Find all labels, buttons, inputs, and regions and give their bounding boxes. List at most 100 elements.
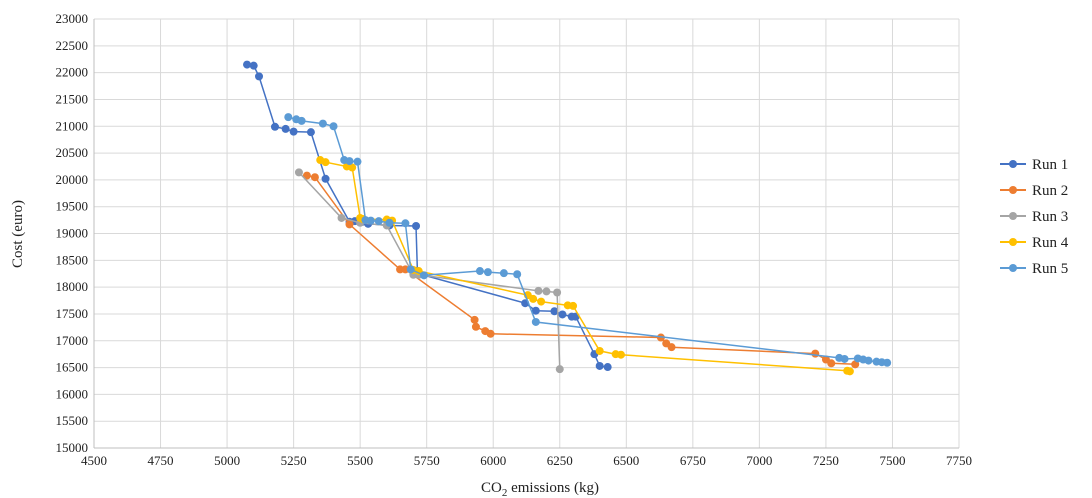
data-point	[595, 361, 604, 370]
axes: 4500 4750 5000 5250 5500 5750 6000 6250 6500 6750…	[56, 11, 973, 468]
y-tick-label: 21000	[56, 118, 89, 133]
series-2	[302, 171, 860, 369]
data-point	[412, 221, 421, 230]
data-point	[243, 60, 252, 69]
data-point	[302, 171, 311, 180]
data-point	[401, 219, 410, 228]
data-point	[321, 174, 330, 183]
data-point	[513, 270, 522, 279]
y-tick-label: 18500	[56, 252, 89, 267]
y-tick-label: 19500	[56, 199, 89, 214]
data-point	[483, 268, 492, 277]
legend-marker	[1009, 186, 1017, 194]
series-line	[288, 116, 888, 364]
legend-item: Run 4	[1000, 235, 1069, 251]
y-tick-label: 22000	[56, 65, 89, 80]
data-point	[595, 346, 604, 355]
y-tick-label: 20000	[56, 172, 89, 187]
y-tick-label: 15500	[56, 413, 89, 428]
data-point	[555, 365, 564, 374]
legend-item: Run 5	[1000, 261, 1068, 277]
y-tick-label: 16000	[56, 386, 89, 401]
series-group	[243, 60, 892, 376]
x-tick-label: 6250	[547, 453, 573, 468]
series-line	[246, 63, 608, 368]
y-axis-label: Cost (euro)	[10, 200, 26, 268]
data-point	[406, 265, 415, 274]
data-point	[345, 157, 354, 166]
data-point	[294, 168, 303, 177]
legend-label: Run 3	[1032, 209, 1068, 225]
data-point	[471, 322, 480, 331]
data-point	[616, 350, 625, 359]
data-point	[811, 349, 820, 358]
legend-label: Run 4	[1032, 235, 1069, 251]
data-point	[534, 286, 543, 295]
data-point	[321, 158, 330, 167]
legend-marker	[1009, 212, 1017, 220]
data-point	[249, 61, 258, 70]
data-point	[337, 213, 346, 222]
data-point	[318, 119, 327, 128]
x-tick-label: 6750	[680, 453, 706, 468]
data-point	[475, 267, 484, 276]
legend-label: Run 5	[1032, 261, 1068, 277]
x-axis-label: CO2 emissions (kg)	[481, 480, 599, 498]
data-point	[529, 294, 538, 303]
data-point	[374, 217, 383, 226]
y-tick-label: 19000	[56, 226, 89, 241]
y-tick-label: 17500	[56, 306, 89, 321]
series-3	[294, 168, 564, 374]
x-tick-label: 4750	[148, 453, 174, 468]
data-point	[270, 122, 279, 131]
data-point	[558, 310, 567, 319]
data-point	[499, 269, 508, 278]
data-point	[883, 358, 892, 367]
data-point	[366, 216, 375, 225]
legend-item: Run 2	[1000, 183, 1068, 199]
data-point	[569, 301, 578, 310]
data-point	[864, 356, 873, 365]
data-point	[284, 113, 293, 122]
data-point	[845, 367, 854, 376]
data-point	[306, 128, 315, 137]
data-point	[289, 127, 298, 136]
y-tick-label: 16500	[56, 360, 89, 375]
legend-marker	[1009, 238, 1017, 246]
y-tick-label: 15000	[56, 440, 89, 455]
y-tick-label: 21500	[56, 91, 89, 106]
data-point	[348, 163, 357, 172]
x-tick-label: 5000	[214, 453, 240, 468]
data-point	[353, 157, 362, 166]
x-tick-label: 6500	[613, 453, 639, 468]
data-point	[603, 363, 612, 372]
data-point	[542, 287, 551, 296]
grid	[93, 18, 960, 449]
data-point	[329, 122, 338, 131]
x-tick-label: 7000	[746, 453, 772, 468]
data-point	[667, 343, 676, 352]
x-tick-label: 4500	[81, 453, 107, 468]
data-point	[486, 329, 495, 338]
data-point	[531, 306, 540, 315]
series-line	[306, 174, 856, 366]
y-tick-label: 17000	[56, 333, 89, 348]
x-tick-label: 6000	[480, 453, 506, 468]
data-point	[553, 288, 562, 297]
legend-item: Run 1	[1000, 157, 1068, 173]
series-5	[284, 113, 892, 367]
x-tick-label: 7250	[813, 453, 839, 468]
legend-marker	[1009, 264, 1017, 272]
data-point	[537, 297, 546, 306]
series-4	[316, 156, 854, 376]
data-point	[470, 315, 479, 324]
data-point	[255, 72, 264, 81]
data-point	[297, 116, 306, 125]
x-tick-label: 7750	[946, 453, 972, 468]
x-tick-label: 5750	[414, 453, 440, 468]
data-point	[385, 218, 394, 227]
data-point	[827, 359, 836, 368]
data-point	[345, 220, 354, 229]
legend-label: Run 2	[1032, 183, 1068, 199]
